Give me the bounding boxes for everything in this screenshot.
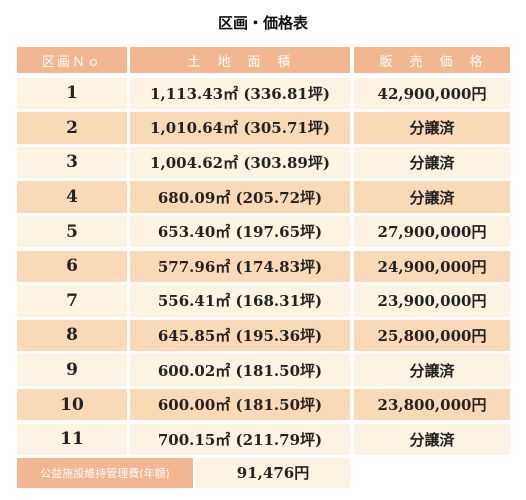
price: 分譲済 <box>354 423 510 456</box>
price: 25,800,000円 <box>354 319 510 352</box>
column-header: 販 売 価 格 <box>354 47 510 73</box>
lot-number: 4 <box>17 181 127 213</box>
land-area: 700.15㎡ (211.79坪) <box>130 423 350 456</box>
price: 分譲済 <box>354 146 510 179</box>
lot-number: 6 <box>17 250 127 283</box>
lot-number: 2 <box>17 112 127 144</box>
price: 24,900,000円 <box>354 250 510 283</box>
land-area: 556.41㎡ (168.31坪) <box>130 285 350 317</box>
land-area: 645.85㎡ (195.36坪) <box>130 319 350 352</box>
land-area: 600.00㎡ (181.50坪) <box>130 388 350 421</box>
lot-number: 3 <box>17 146 127 179</box>
lot-number: 11 <box>17 423 127 456</box>
land-area: 600.02㎡ (181.50坪) <box>130 354 350 386</box>
price: 27,900,000円 <box>354 215 510 248</box>
price: 分譲済 <box>354 354 510 386</box>
column-header: 区画Ｎｏ <box>17 47 127 73</box>
lot-number: 10 <box>17 388 127 421</box>
land-area: 1,010.64㎡ (305.71坪) <box>130 112 350 144</box>
price: 分譲済 <box>354 181 510 213</box>
footer-value: 91,476円 <box>196 457 350 488</box>
title: 区画・価格表 <box>217 14 308 32</box>
column-header: 土 地 面 積 <box>130 47 350 73</box>
land-area: 1,004.62㎡ (303.89坪) <box>130 146 350 179</box>
land-area: 577.96㎡ (174.83坪) <box>130 250 350 283</box>
price: 23,900,000円 <box>354 285 510 317</box>
lot-number: 7 <box>17 285 127 317</box>
lot-number: 8 <box>17 319 127 352</box>
lot-number: 1 <box>17 77 127 110</box>
land-area: 653.40㎡ (197.65坪) <box>130 215 350 248</box>
price: 23,800,000円 <box>354 388 510 421</box>
footer-label: 公益施設維持管理費(年額) <box>17 457 193 488</box>
price: 42,900,000円 <box>354 77 510 110</box>
lot-number: 9 <box>17 354 127 386</box>
land-area: 1,113.43㎡ (336.81坪) <box>130 77 350 110</box>
price: 分譲済 <box>354 112 510 144</box>
land-area: 680.09㎡ (205.72坪) <box>130 181 350 213</box>
lot-number: 5 <box>17 215 127 248</box>
